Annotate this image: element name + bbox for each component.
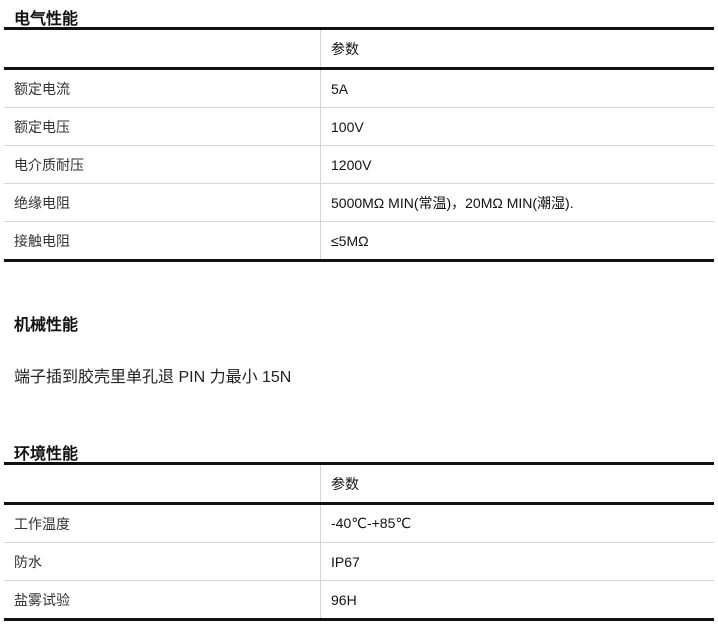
header-cell-item: [4, 28, 321, 70]
row-name: 额定电流: [4, 68, 321, 108]
header-cell-item: [4, 463, 321, 505]
row-name: 接触电阻: [4, 221, 321, 261]
table-header-row: 参数: [4, 28, 714, 70]
row-name: 防水: [4, 542, 321, 581]
row-value: -40℃-+85℃: [331, 515, 412, 531]
table-row: 接触电阻 ≤5MΩ: [4, 221, 714, 261]
table-row: 防水 IP67: [4, 542, 714, 581]
row-name: 电介质耐压: [4, 145, 321, 184]
row-name: 盐雾试验: [4, 580, 321, 620]
row-value: 1200V: [320, 145, 714, 184]
row-value: 5A: [331, 80, 349, 97]
row-name: 额定电压: [4, 107, 321, 146]
table-row: 电介质耐压 1200V: [4, 145, 714, 184]
row-name: 工作温度: [4, 503, 321, 543]
row-value: 100V: [320, 107, 714, 146]
header-cell-param: 参数: [320, 28, 714, 70]
row-value: 5000MΩ MIN(常温)，20MΩ MIN(潮湿).: [320, 183, 714, 222]
header-cell-param: 参数: [320, 463, 714, 505]
mechanical-description: 端子插到胶壳里单孔退 PIN 力最小 15N: [14, 369, 292, 386]
mechanical-section-title: 机械性能: [14, 317, 79, 334]
table-row: 额定电压 100V: [4, 107, 714, 146]
environmental-table: 参数 工作温度 -40℃-+85℃ 防水 IP67 盐雾试验 96H: [4, 462, 714, 621]
electrical-section-title: 电气性能: [14, 11, 79, 28]
table-row: 工作温度 -40℃-+85℃: [4, 503, 714, 543]
table-row: 绝缘电阻 5000MΩ MIN(常温)，20MΩ MIN(潮湿).: [4, 183, 714, 222]
table-row: 额定电流 5A: [4, 68, 714, 108]
row-value: 96H: [320, 580, 714, 620]
environmental-section-title: 环境性能: [14, 446, 79, 463]
electrical-table: 参数 额定电流 5A 额定电压 100V 电介质耐压 1200V 绝缘电阻 50…: [4, 27, 714, 262]
row-value: IP67: [320, 542, 714, 581]
row-name: 绝缘电阻: [4, 183, 321, 222]
table-row: 盐雾试验 96H: [4, 580, 714, 620]
table-header-row: 参数: [4, 463, 714, 505]
row-value: ≤5MΩ: [320, 221, 714, 261]
